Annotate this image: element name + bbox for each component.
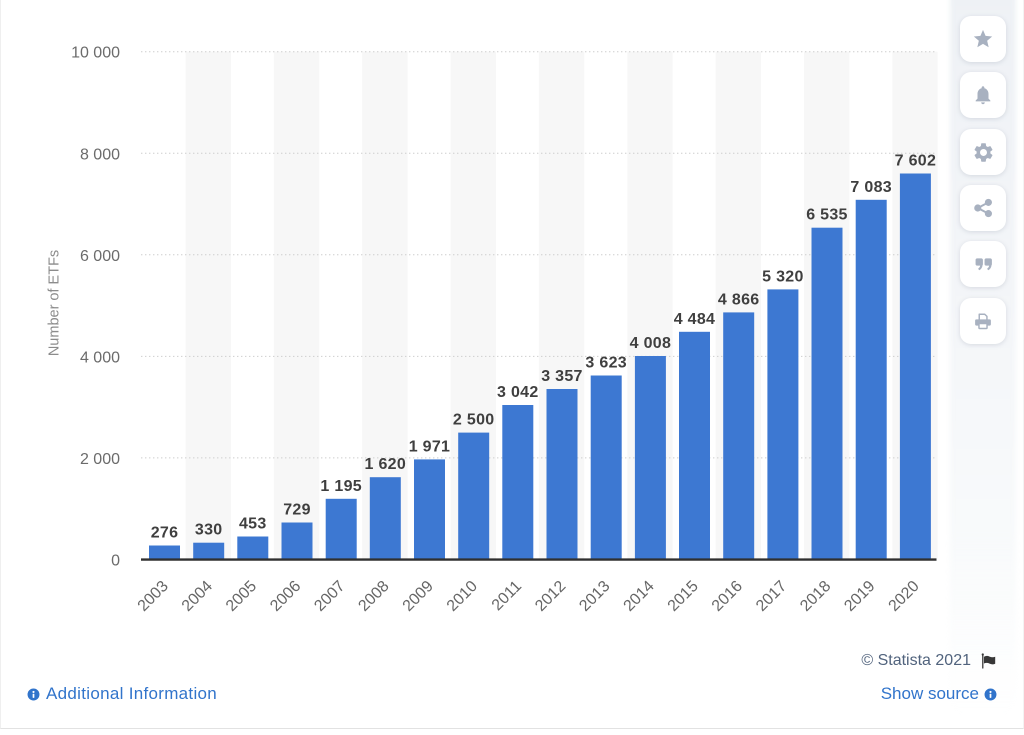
- svg-text:2009: 2009: [400, 578, 437, 615]
- svg-text:2006: 2006: [267, 578, 304, 615]
- svg-text:2020: 2020: [886, 578, 923, 615]
- svg-text:4 484: 4 484: [674, 311, 716, 328]
- svg-text:4 008: 4 008: [630, 335, 672, 352]
- svg-text:2003: 2003: [135, 578, 172, 615]
- svg-text:2013: 2013: [576, 578, 613, 615]
- svg-text:3 623: 3 623: [585, 355, 627, 372]
- svg-text:2015: 2015: [665, 578, 702, 615]
- svg-text:2016: 2016: [709, 578, 746, 615]
- svg-text:1 195: 1 195: [320, 478, 362, 495]
- svg-text:1 620: 1 620: [365, 456, 407, 473]
- svg-text:2008: 2008: [355, 578, 392, 615]
- svg-text:330: 330: [195, 522, 223, 539]
- svg-text:3 357: 3 357: [541, 368, 583, 385]
- svg-text:2 500: 2 500: [453, 412, 495, 429]
- svg-text:453: 453: [239, 516, 267, 533]
- svg-text:2005: 2005: [223, 578, 260, 615]
- svg-text:2010: 2010: [444, 578, 481, 615]
- svg-text:2007: 2007: [311, 578, 348, 615]
- svg-text:276: 276: [151, 525, 179, 542]
- svg-text:729: 729: [283, 502, 311, 519]
- svg-text:3 042: 3 042: [497, 384, 539, 401]
- svg-text:4 000: 4 000: [80, 349, 120, 366]
- svg-text:2004: 2004: [179, 578, 216, 615]
- svg-text:Number of ETFs: Number of ETFs: [47, 250, 63, 356]
- svg-text:4 866: 4 866: [718, 291, 760, 308]
- svg-text:1 971: 1 971: [409, 438, 451, 455]
- svg-text:2014: 2014: [621, 578, 658, 615]
- svg-text:10 000: 10 000: [71, 45, 120, 62]
- svg-text:7 083: 7 083: [850, 179, 892, 196]
- svg-text:2019: 2019: [841, 578, 878, 615]
- svg-text:8 000: 8 000: [80, 146, 120, 163]
- svg-text:6 535: 6 535: [806, 207, 848, 224]
- svg-text:7 602: 7 602: [895, 153, 937, 170]
- svg-text:2011: 2011: [489, 578, 525, 614]
- svg-text:6 000: 6 000: [80, 248, 120, 265]
- svg-text:2017: 2017: [753, 578, 790, 615]
- svg-text:2 000: 2 000: [80, 451, 120, 468]
- svg-text:2012: 2012: [532, 578, 569, 615]
- svg-text:0: 0: [111, 553, 120, 570]
- svg-text:5 320: 5 320: [762, 268, 804, 285]
- svg-text:2018: 2018: [797, 578, 834, 615]
